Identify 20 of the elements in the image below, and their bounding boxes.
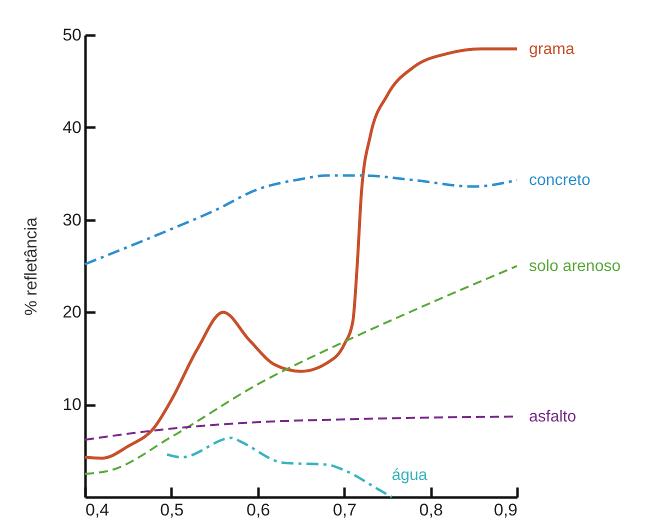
y-tick-label: 50: [62, 26, 82, 44]
series-label: água: [392, 467, 428, 484]
x-tick-label: 0,6: [246, 500, 270, 520]
x-tick-label: 0,7: [332, 500, 357, 520]
x-tick-label: 0,9: [494, 500, 518, 520]
line-series: [84, 174, 518, 266]
line-series: [84, 47, 518, 460]
x-tick-label: 0,4: [86, 500, 110, 520]
y-tick-label: 10: [62, 395, 82, 414]
series-label: asfalto: [529, 408, 576, 426]
y-axis-title: % refletância: [22, 216, 41, 316]
x-tick-label: 0,5: [160, 500, 184, 520]
y-tick-label: 20: [62, 302, 82, 322]
line-series: [166, 436, 393, 498]
series-label: grama: [529, 40, 574, 58]
series-label: concreto: [529, 172, 590, 190]
y-tick-label: 30: [62, 210, 82, 230]
y-tick-label: 40: [62, 118, 82, 137]
x-tick-label: 0,8: [419, 500, 443, 520]
series-label: solo arenoso: [529, 258, 621, 275]
